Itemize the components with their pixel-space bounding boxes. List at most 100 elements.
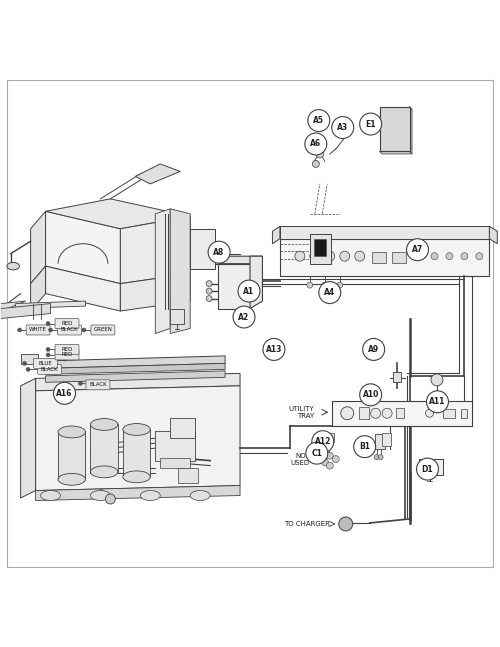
Circle shape	[233, 306, 255, 328]
Polygon shape	[120, 216, 190, 283]
Polygon shape	[20, 378, 36, 498]
Circle shape	[416, 458, 438, 480]
Polygon shape	[58, 432, 86, 479]
Circle shape	[26, 367, 30, 371]
FancyBboxPatch shape	[332, 400, 472, 426]
Ellipse shape	[40, 490, 60, 501]
Circle shape	[306, 442, 328, 464]
Polygon shape	[0, 303, 50, 318]
FancyBboxPatch shape	[170, 309, 184, 325]
Text: A4: A4	[324, 288, 336, 297]
Circle shape	[312, 431, 334, 453]
Circle shape	[78, 381, 82, 386]
FancyBboxPatch shape	[380, 107, 410, 151]
Text: WHITE: WHITE	[29, 327, 47, 333]
Circle shape	[238, 280, 260, 302]
Circle shape	[431, 374, 443, 386]
FancyBboxPatch shape	[393, 372, 401, 382]
FancyBboxPatch shape	[314, 239, 326, 256]
FancyBboxPatch shape	[20, 355, 38, 364]
Circle shape	[206, 296, 212, 302]
FancyBboxPatch shape	[91, 325, 115, 335]
FancyBboxPatch shape	[156, 431, 195, 461]
Polygon shape	[218, 264, 250, 309]
Circle shape	[374, 455, 379, 459]
FancyBboxPatch shape	[392, 252, 406, 263]
Text: RED: RED	[62, 347, 72, 352]
Text: B1: B1	[359, 442, 370, 451]
Text: BLACK: BLACK	[40, 367, 58, 372]
Circle shape	[208, 241, 230, 263]
Polygon shape	[16, 301, 86, 309]
Polygon shape	[156, 209, 170, 333]
Text: A1: A1	[244, 287, 254, 296]
Text: RED: RED	[62, 353, 72, 357]
Circle shape	[326, 462, 334, 469]
Ellipse shape	[90, 419, 118, 430]
FancyBboxPatch shape	[55, 318, 79, 329]
Polygon shape	[218, 256, 262, 264]
Circle shape	[305, 133, 327, 155]
Circle shape	[461, 253, 468, 259]
Polygon shape	[46, 266, 120, 311]
Circle shape	[307, 282, 313, 288]
Polygon shape	[30, 266, 46, 311]
Circle shape	[206, 281, 212, 287]
Text: A16: A16	[56, 389, 72, 398]
Circle shape	[426, 391, 448, 413]
Polygon shape	[46, 212, 120, 283]
Circle shape	[326, 452, 334, 459]
Text: A10: A10	[362, 390, 379, 399]
Text: A3: A3	[337, 123, 348, 132]
Text: TO CHARGER: TO CHARGER	[284, 521, 330, 527]
Text: A12: A12	[314, 437, 331, 446]
Circle shape	[339, 517, 352, 531]
Circle shape	[325, 251, 335, 261]
FancyBboxPatch shape	[444, 409, 456, 418]
Circle shape	[82, 328, 86, 332]
Polygon shape	[36, 373, 240, 391]
Circle shape	[316, 150, 324, 158]
Circle shape	[263, 338, 285, 360]
Text: A11: A11	[430, 397, 446, 406]
Circle shape	[295, 251, 305, 261]
Circle shape	[382, 408, 392, 418]
FancyBboxPatch shape	[372, 252, 386, 263]
Polygon shape	[46, 364, 225, 375]
Circle shape	[322, 282, 328, 288]
Polygon shape	[36, 386, 240, 490]
Text: A2: A2	[238, 313, 250, 322]
Polygon shape	[46, 371, 225, 382]
FancyBboxPatch shape	[358, 407, 368, 419]
FancyBboxPatch shape	[428, 467, 434, 473]
Polygon shape	[36, 485, 240, 501]
Circle shape	[476, 253, 483, 259]
Circle shape	[446, 253, 453, 259]
Circle shape	[319, 281, 340, 303]
Polygon shape	[490, 226, 498, 244]
FancyBboxPatch shape	[310, 234, 331, 264]
Circle shape	[354, 251, 364, 261]
FancyBboxPatch shape	[170, 418, 195, 438]
Text: BLUE: BLUE	[38, 361, 52, 366]
Circle shape	[416, 253, 423, 259]
FancyBboxPatch shape	[462, 409, 468, 418]
Circle shape	[312, 160, 320, 168]
Circle shape	[370, 408, 380, 418]
Circle shape	[378, 455, 383, 459]
Circle shape	[340, 251, 349, 261]
Circle shape	[360, 384, 382, 406]
FancyBboxPatch shape	[396, 408, 404, 418]
FancyBboxPatch shape	[38, 364, 62, 375]
Polygon shape	[90, 424, 118, 472]
Circle shape	[18, 328, 21, 332]
Circle shape	[360, 113, 382, 135]
Text: A6: A6	[310, 140, 322, 149]
Ellipse shape	[123, 424, 150, 435]
Text: BLACK: BLACK	[89, 382, 106, 388]
FancyBboxPatch shape	[86, 380, 110, 389]
Polygon shape	[272, 226, 280, 244]
Circle shape	[340, 407, 353, 420]
Circle shape	[322, 459, 328, 466]
Polygon shape	[30, 212, 46, 283]
